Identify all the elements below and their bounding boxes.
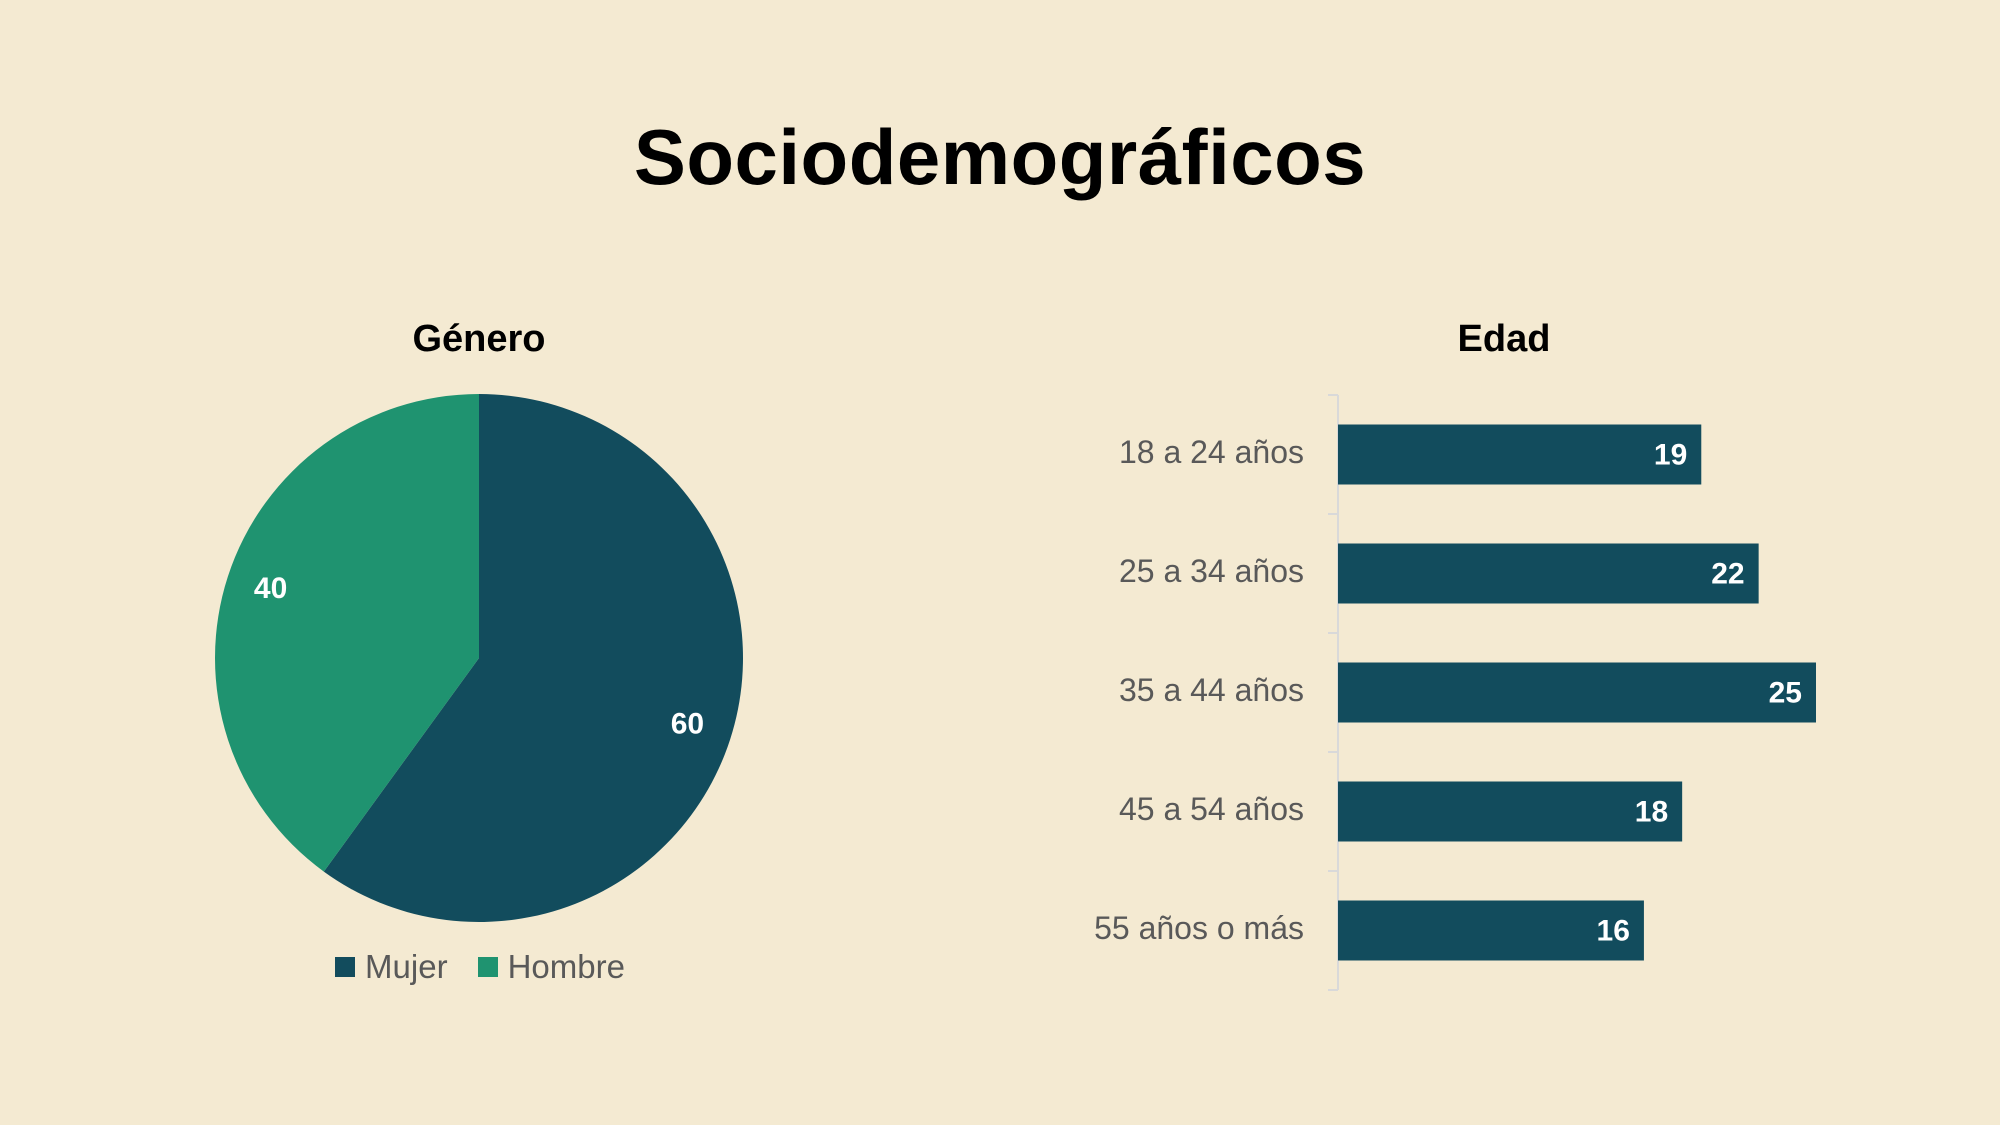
bar-1 [1338, 424, 1702, 485]
pie-data-label-mujer: 60 [671, 708, 704, 741]
legend-label-hombre: Hombre [507, 948, 625, 985]
gender-chart-title: Género [412, 318, 546, 360]
bar-data-label-2: 22 [1711, 557, 1744, 590]
page-title: Sociodemográficos [633, 113, 1367, 201]
bar-3 [1338, 662, 1816, 723]
legend-swatch-hombre [477, 957, 498, 977]
bar-category-label-5: 55 años o más [1094, 910, 1304, 946]
bar-5 [1338, 900, 1644, 961]
bar-category-label-4: 45 a 54 años [1119, 791, 1304, 827]
pie-data-label-hombre: 40 [254, 572, 287, 605]
pie-slice-mujer [323, 394, 743, 922]
pie-slice-hombre [214, 394, 479, 872]
bar-data-label-1: 19 [1654, 438, 1687, 471]
bar-category-label-3: 35 a 44 años [1119, 672, 1304, 708]
bar-category-label-2: 25 a 34 años [1119, 553, 1304, 589]
legend-item-mujer: Mujer [335, 948, 448, 986]
bar-data-label-4: 18 [1635, 795, 1668, 828]
age-chart-title: Edad [1457, 318, 1551, 360]
gender-pie-chart: 60 40 [214, 394, 743, 922]
bar-4 [1338, 781, 1683, 842]
legend-swatch-mujer [335, 957, 356, 977]
bar-data-label-5: 16 [1597, 914, 1630, 947]
bar-category-label-1: 18 a 24 años [1119, 434, 1304, 470]
bar-2 [1338, 543, 1759, 604]
bar-data-label-3: 25 [1769, 676, 1802, 709]
legend-label-mujer: Mujer [365, 948, 448, 985]
age-bar-chart: 18 a 24 años 19 25 a 34 años 22 35 a 44 años… [1094, 394, 1816, 991]
legend-item-hombre: Hombre [477, 948, 625, 986]
gender-legend: Mujer Hombre [0, 948, 960, 986]
